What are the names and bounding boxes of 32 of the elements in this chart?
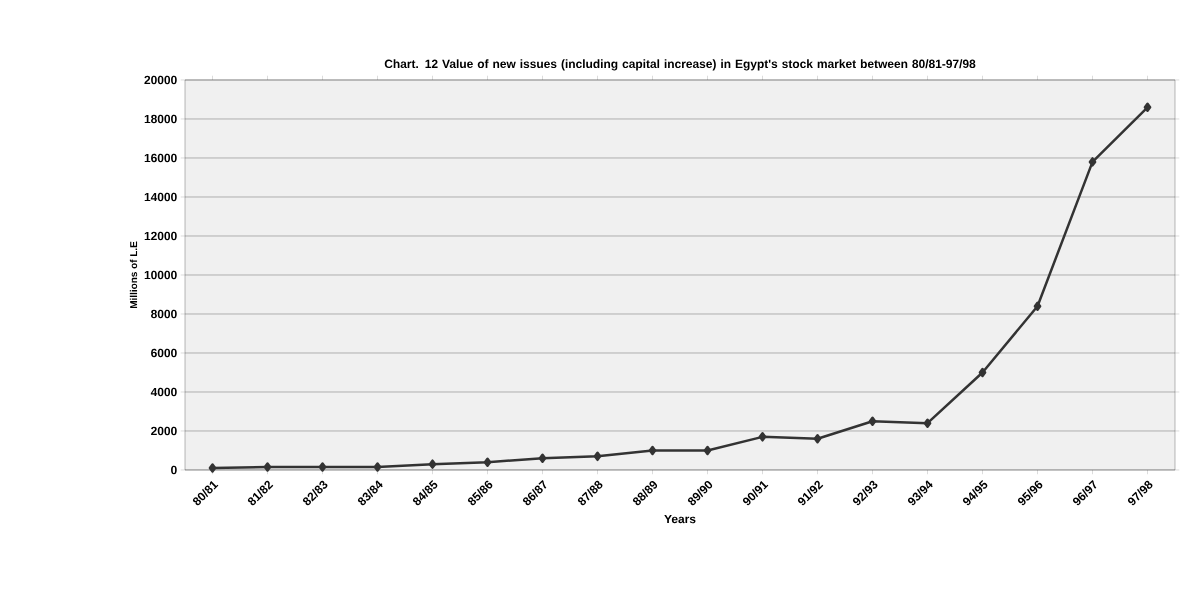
y-tick-label: 18000 xyxy=(144,114,177,124)
point xyxy=(593,451,602,462)
y-tick-label: 0 xyxy=(171,465,177,475)
point xyxy=(1088,157,1097,167)
y-axis-title: Millions of L.E xyxy=(129,241,138,309)
point xyxy=(813,434,822,444)
y-tick-label: 12000 xyxy=(144,231,177,241)
point xyxy=(428,459,437,469)
point xyxy=(483,457,492,467)
point xyxy=(373,462,382,472)
y-tick-label: 14000 xyxy=(144,192,177,202)
point xyxy=(868,416,877,426)
point xyxy=(703,445,712,456)
y-tick-label: 6000 xyxy=(151,348,177,358)
y-tick-label: 16000 xyxy=(144,153,177,163)
y-tick-label: 2000 xyxy=(151,426,177,436)
y-tick-label: 20000 xyxy=(144,75,177,85)
y-tick-label: 4000 xyxy=(150,387,177,397)
y-tick-label: 8000 xyxy=(151,309,177,319)
point xyxy=(1033,301,1042,311)
chart-title: Chart. 12 Value of new issues (including capital increase) in Egypt's stock market between 80/81-97/98 xyxy=(384,59,976,71)
point xyxy=(318,462,327,472)
point xyxy=(648,445,657,456)
point xyxy=(978,367,987,378)
point xyxy=(1143,102,1152,113)
y-tick-label: 10000 xyxy=(144,270,177,280)
point xyxy=(538,453,547,464)
point xyxy=(758,432,767,442)
point xyxy=(208,463,217,473)
point xyxy=(263,462,272,472)
x-axis-title: Years xyxy=(664,514,696,524)
point xyxy=(923,418,932,428)
